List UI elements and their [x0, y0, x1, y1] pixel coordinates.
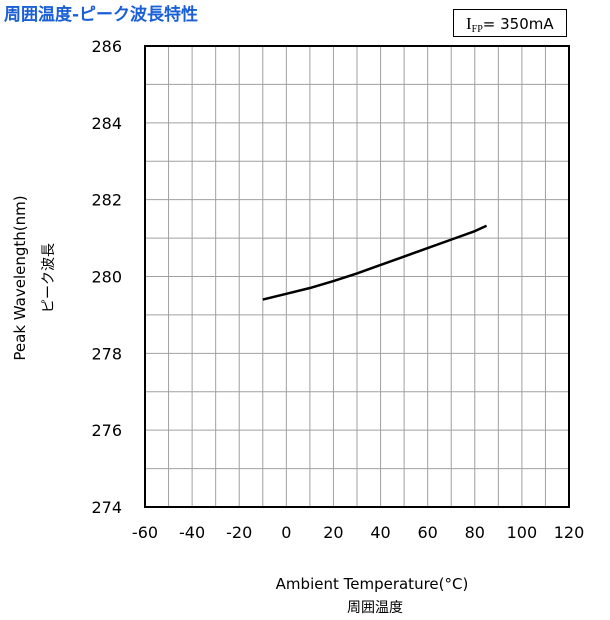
x-tick-label: 0: [281, 523, 291, 542]
x-tick-label: 20: [323, 523, 343, 542]
x-tick-label: 100: [507, 523, 538, 542]
y-tick-label: 282: [91, 191, 122, 210]
condition-symbol: I: [466, 14, 472, 33]
condition-box: IFP= 350mA: [453, 9, 567, 37]
y-tick-label: 278: [91, 344, 122, 363]
y-tick-label: 280: [91, 268, 122, 287]
x-tick-label: 60: [417, 523, 437, 542]
x-axis-label: Ambient Temperature(°C): [276, 575, 469, 593]
y-axis-label-jp: ピーク波長: [41, 243, 57, 313]
y-tick-label: 286: [91, 37, 122, 56]
x-tick-label: 80: [465, 523, 485, 542]
x-tick-label: -40: [179, 523, 205, 542]
y-tick-label: 274: [91, 498, 122, 517]
x-tick-label: 120: [554, 523, 585, 542]
condition-subscript: FP: [471, 24, 483, 35]
x-axis-label-jp: 周囲温度: [347, 600, 403, 616]
x-tick-label: -60: [132, 523, 158, 542]
series-layer: [262, 224, 488, 301]
x-tick-label: -20: [226, 523, 252, 542]
x-tick-label: 40: [370, 523, 390, 542]
series-line: [262, 224, 488, 301]
plot-frame: [144, 45, 570, 508]
condition-value: = 350mA: [482, 15, 554, 33]
tick-labels: -60 -40 -20 0 20 40 60 80 100 120 274 276 278 280 282 2…: [91, 37, 584, 542]
y-axis-label: Peak Wavelength(nm): [11, 195, 29, 360]
grid-lines: [145, 46, 569, 507]
y-tick-label: 284: [91, 114, 122, 133]
y-tick-label: 276: [91, 421, 122, 440]
chart-title: 周囲温度-ピーク波長特性: [4, 5, 199, 25]
